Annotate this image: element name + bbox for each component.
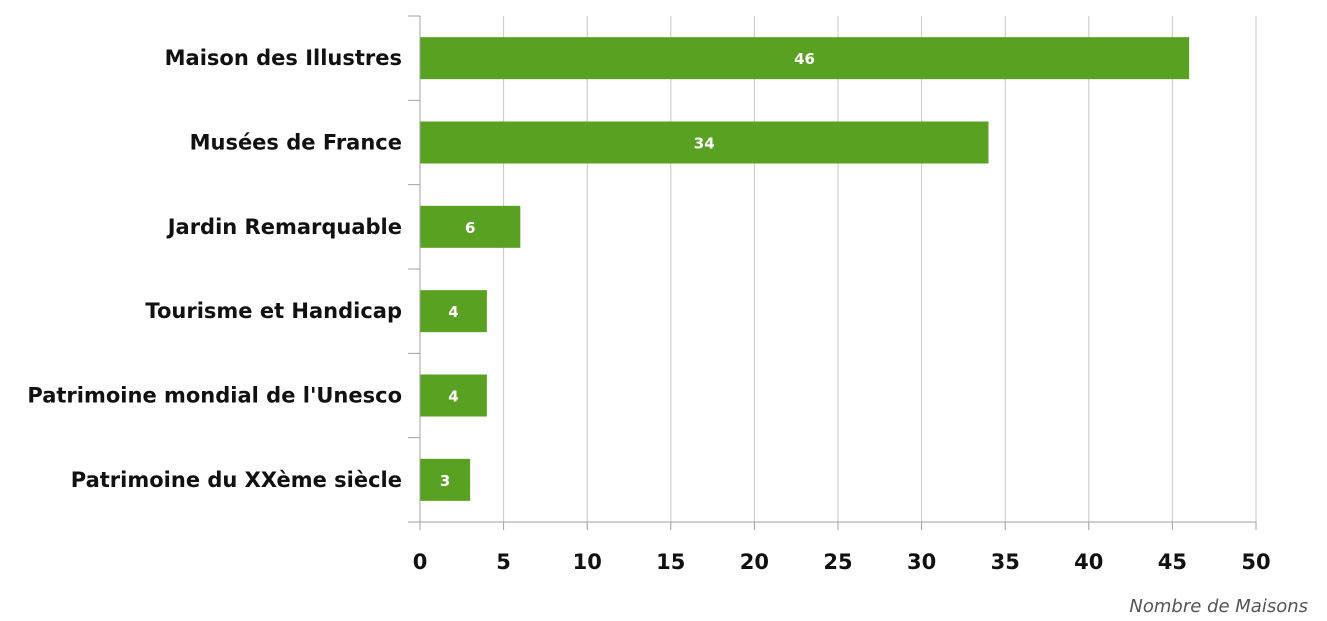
category-label: Patrimoine mondial de l'Unesco <box>27 384 402 408</box>
category-label: Maison des Illustres <box>165 46 402 70</box>
x-tick-label: 10 <box>573 550 602 574</box>
bar-data-label: 4 <box>448 388 458 406</box>
bar-data-label: 34 <box>694 135 715 153</box>
axes <box>408 15 1257 530</box>
bar-data-label: 46 <box>794 50 815 68</box>
category-label: Patrimoine du XXème siècle <box>71 468 402 492</box>
category-label: Jardin Remarquable <box>166 215 402 239</box>
x-tick-label: 25 <box>823 550 852 574</box>
category-label: Musées de France <box>190 131 402 155</box>
bars <box>420 37 1190 501</box>
x-tick-label: 5 <box>496 550 511 574</box>
x-tick-label: 20 <box>740 550 769 574</box>
bar <box>420 205 521 248</box>
bar <box>420 290 487 333</box>
x-tick-label: 40 <box>1074 550 1103 574</box>
category-label: Tourisme et Handicap <box>145 299 402 323</box>
bar <box>420 37 1190 80</box>
x-tick-label: 0 <box>413 550 428 574</box>
x-tick-label: 30 <box>907 550 936 574</box>
x-tick-label: 15 <box>656 550 685 574</box>
bar-data-label: 4 <box>448 303 458 321</box>
bar-data-label: 3 <box>440 472 450 490</box>
bar <box>420 458 471 501</box>
grid-lines <box>503 16 1257 522</box>
bar <box>420 374 487 417</box>
bar-data-label: 6 <box>465 219 475 237</box>
x-tick-label: 50 <box>1241 550 1270 574</box>
x-tick-label: 45 <box>1158 550 1187 574</box>
bar <box>420 121 989 164</box>
x-axis-title: Nombre de Maisons <box>1129 596 1308 617</box>
x-tick-label: 35 <box>991 550 1020 574</box>
